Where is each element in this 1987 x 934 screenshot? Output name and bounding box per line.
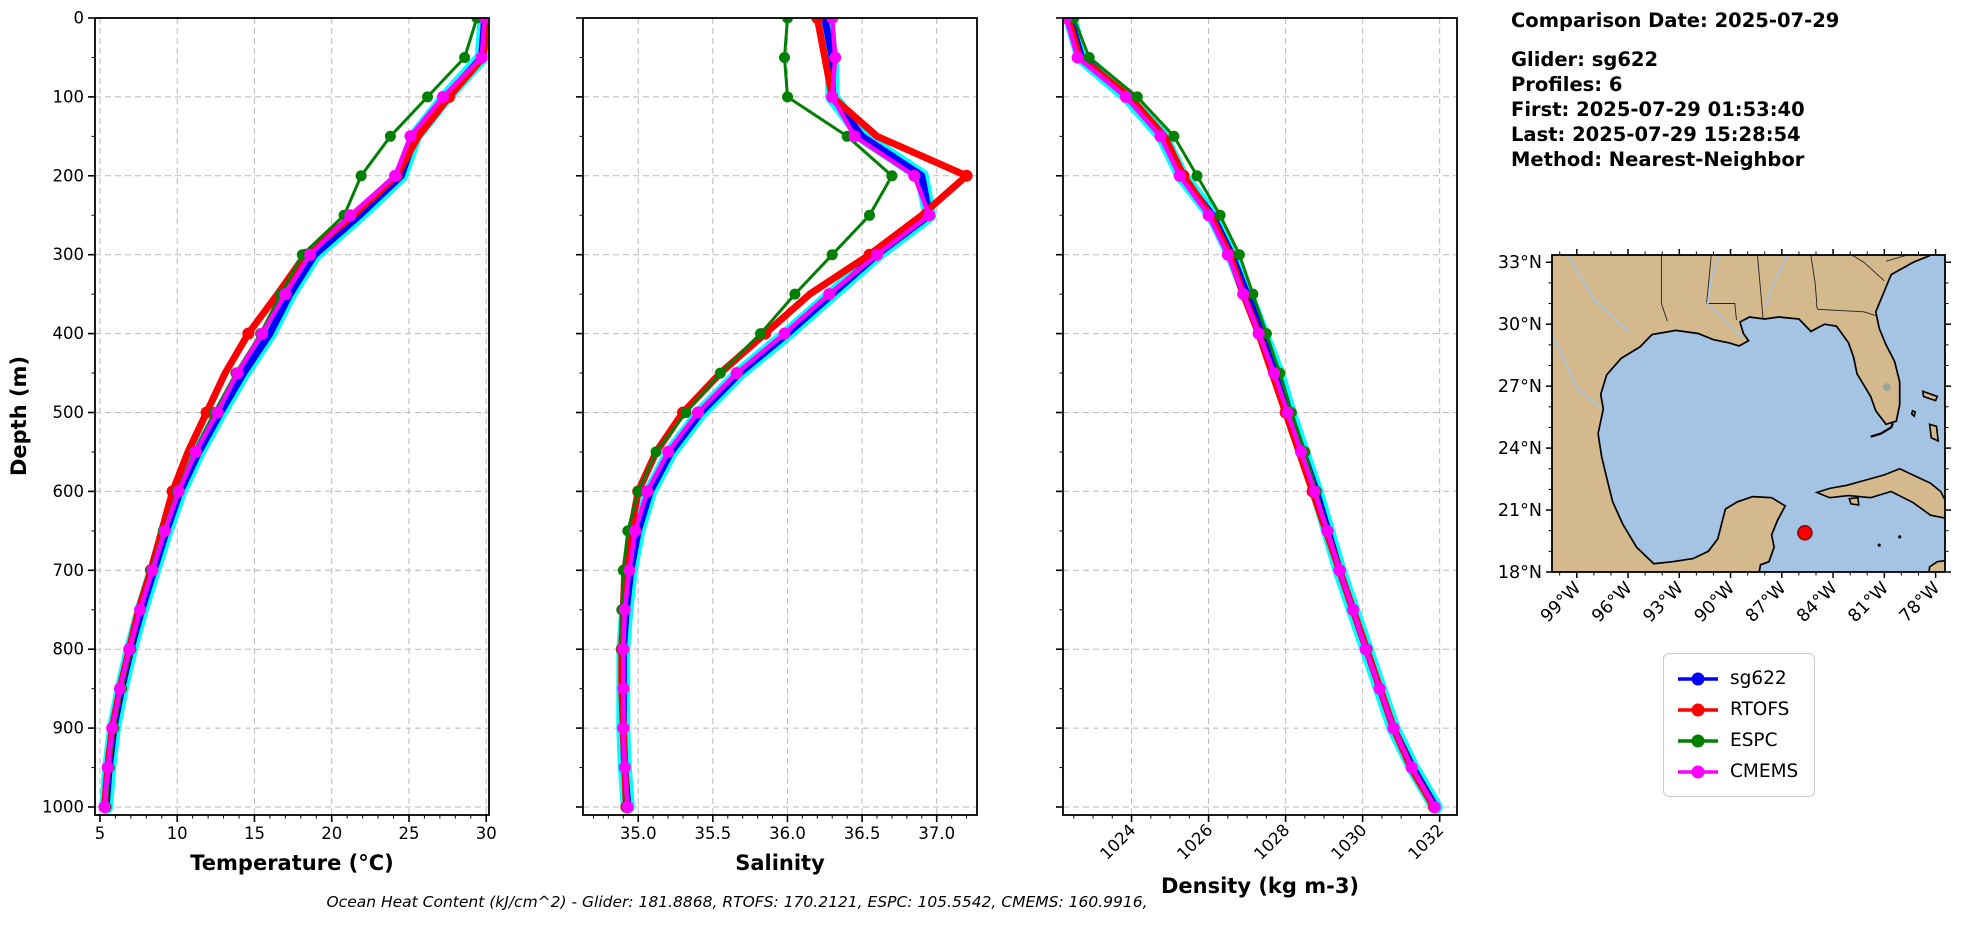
panel-density: 1024 1026 1028 1030 1032 Density (kg m-3) [1056,17,1458,898]
gulf-map: 33°N 30°N 27°N 24°N 21°N 18°N99°W 96°W 93°W 90°W… [1498,249,1951,627]
legend-item-cmems: CMEMS [1676,756,1798,787]
map-land-bahamas [1928,423,1940,443]
xtick-salinity: 35.5 [694,824,731,843]
ytick-depth: 800 [53,640,85,659]
map-land-mainland [1552,255,1932,572]
panel-temperature: 5 10 15 20 25 3001002003004005006007008009001… [7,9,497,876]
map-lon-tick: 81°W [1845,578,1893,626]
info-glider: Glider: sg622 [1511,48,1659,71]
legend-item-sg622: sg622 [1676,663,1798,694]
river [1763,255,1789,308]
legend-label: ESPC [1730,730,1778,751]
legend-label: sg622 [1730,668,1787,689]
map-lat-tick: 30°N [1498,315,1542,335]
xtick-density: 1028 [1250,820,1293,863]
map-land-jamaica [1928,559,1945,572]
x-axis-label-density: Density (kg m-3) [1161,874,1359,898]
spacer [1511,33,1839,47]
xtick-temperature: 15 [244,824,265,843]
state-border [1810,255,1818,304]
ytick-depth: 700 [53,561,85,580]
map-lon-tick: 90°W [1691,578,1739,626]
river [1567,255,1631,333]
state-border [1660,255,1668,322]
ytick-depth: 0 [74,9,85,28]
xtick-density: 1026 [1173,820,1216,863]
map-lon-tick: 96°W [1588,578,1636,626]
xtick-temperature: 10 [167,824,188,843]
xtick-salinity: 36.5 [844,824,881,843]
map-florida-keys [1870,422,1894,438]
xtick-temperature: 5 [95,824,106,843]
ytick-depth: 100 [53,87,85,106]
cayman-island [1898,535,1902,539]
legend-item-espc: ESPC [1676,725,1798,756]
state-border [1706,255,1737,321]
info-method: Method: Nearest-Neighbor [1511,148,1805,171]
ytick-depth: 200 [53,166,85,185]
state-border [1757,255,1764,319]
info-profiles: Profiles: 6 [1511,73,1623,96]
info-panel: Comparison Date: 2025-07-29 Glider: sg62… [1511,8,1839,172]
xtick-density: 1030 [1327,820,1370,863]
comparison-date: Comparison Date: 2025-07-29 [1511,9,1840,32]
ytick-depth: 1000 [42,798,84,817]
xtick-temperature: 25 [398,824,419,843]
map-land-isle-of-youth [1848,496,1860,506]
xtick-density: 1032 [1404,820,1447,863]
info-last: Last: 2025-07-29 15:28:54 [1511,123,1801,146]
map-lon-tick: 99°W [1537,578,1585,626]
xtick-temperature: 30 [476,824,497,843]
cayman-island [1877,543,1881,547]
legend-item-rtofs: RTOFS [1676,694,1798,725]
x-axis-label-salinity: Salinity [735,851,825,875]
state-border [1851,255,1885,282]
legend-label: RTOFS [1730,699,1790,720]
legend: sg622 RTOFS ESPC CMEMS [1663,653,1816,797]
ytick-depth: 900 [53,719,85,738]
x-axis-label-temperature: Temperature (°C) [190,851,393,875]
ohc-caption: Ocean Heat Content (kJ/cm^2) - Glider: 1… [326,893,1147,911]
ytick-depth: 400 [53,324,85,343]
xtick-salinity: 35.0 [620,824,657,843]
map-land-bahamas [1910,409,1917,418]
legend-sample-espc [1678,734,1718,747]
info-first: First: 2025-07-29 01:53:40 [1511,98,1805,121]
map-lon-tick: 84°W [1793,578,1841,626]
lake-okeechobee [1882,383,1891,392]
profile-plots: 5 10 15 20 25 3001002003004005006007008009001… [7,9,1458,911]
xtick-salinity: 36.0 [769,824,806,843]
map-lat-tick: 27°N [1498,377,1542,397]
glider-position-marker [1797,525,1813,541]
map-lat-tick: 24°N [1498,439,1542,459]
map-land-bahamas [1921,390,1939,402]
river [1552,332,1602,409]
xtick-temperature: 20 [321,824,342,843]
xtick-density: 1024 [1096,820,1139,863]
xtick-salinity: 37.0 [918,824,955,843]
map-lat-tick: 18°N [1498,563,1542,583]
map-lat-tick: 21°N [1498,501,1542,521]
ytick-depth: 300 [53,245,85,264]
legend-sample-cmems [1678,765,1718,778]
map-lat-tick: 33°N [1498,253,1542,273]
map-lon-tick: 93°W [1640,578,1688,626]
ytick-depth: 600 [53,482,85,501]
map-land-cuba [1814,467,1945,519]
ytick-depth: 500 [53,403,85,422]
legend-label: CMEMS [1730,761,1799,782]
map-lon-tick: 78°W [1896,578,1944,626]
river [1706,255,1744,339]
panel-salinity: 35.0 35.5 36.0 36.5 37.0 Salinity [576,17,978,875]
y-axis-label: Depth (m) [7,356,31,476]
legend-sample-rtofs [1678,703,1718,716]
legend-sample-sg622 [1678,672,1718,685]
map-lon-tick: 87°W [1742,578,1790,626]
state-border [1815,303,1877,317]
